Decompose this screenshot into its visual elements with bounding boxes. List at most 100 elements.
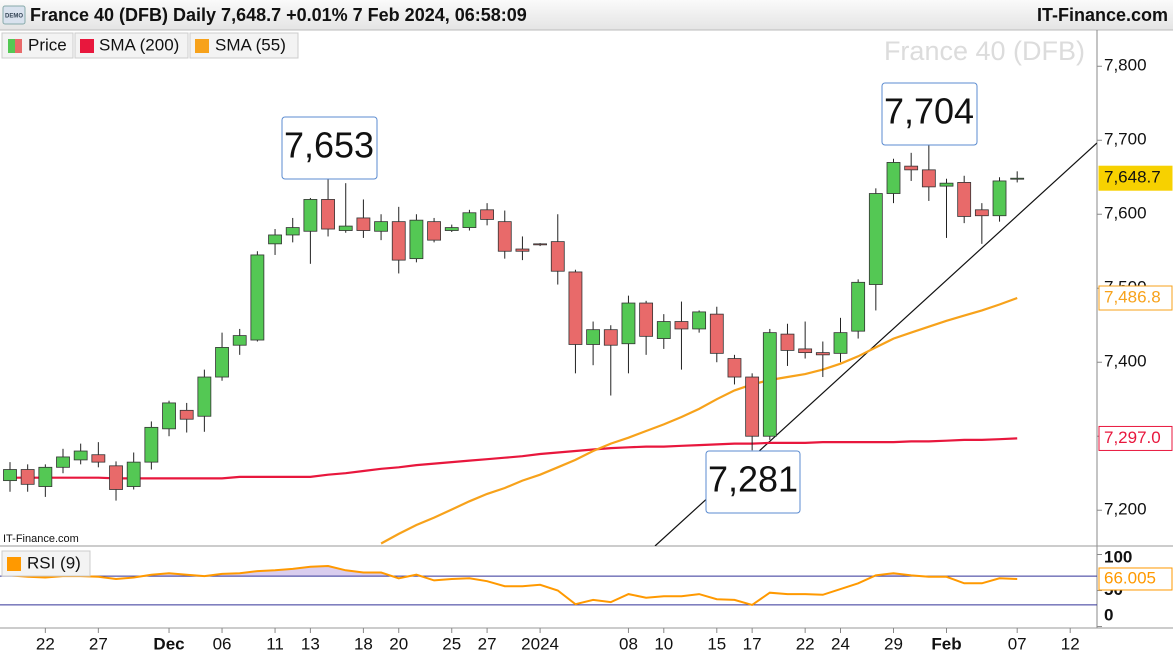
candle-body <box>692 311 707 330</box>
candle-body <box>3 469 17 482</box>
legend-label: SMA (55) <box>215 35 286 54</box>
candle-body <box>38 466 53 487</box>
candle-body <box>268 234 282 245</box>
x-tick-label: 22 <box>796 634 815 653</box>
candle-body <box>73 450 88 461</box>
candle-body <box>179 409 194 420</box>
candle-body <box>162 402 176 430</box>
candle-body <box>992 180 1007 217</box>
y-tick-label: 7,700 <box>1104 130 1147 149</box>
candle-body <box>427 221 441 241</box>
annotation: 7,281 <box>708 459 798 500</box>
rsi-tick-label: 100 <box>1104 547 1132 566</box>
last-value-label: 7,297.0 <box>1104 428 1161 447</box>
candle-body <box>939 182 954 187</box>
candle-body <box>285 227 300 236</box>
annotation-box <box>705 450 801 514</box>
y-tick-label: 7,400 <box>1104 352 1147 371</box>
candle-body <box>232 335 247 346</box>
x-tick-label: 20 <box>389 634 408 653</box>
x-tick-label: 06 <box>213 634 232 653</box>
y-tick-label: 7,800 <box>1104 56 1147 75</box>
candle-body <box>603 329 618 346</box>
candle-body <box>709 313 724 354</box>
last-value-label: 7,486.8 <box>1104 287 1161 306</box>
sma-line <box>380 296 1018 545</box>
x-tick-label: 24 <box>831 634 850 653</box>
last-value-box <box>1098 165 1173 191</box>
x-tick-label: 07 <box>1008 634 1027 653</box>
x-tick-label: 12 <box>1061 634 1080 653</box>
candle-body <box>109 465 123 490</box>
x-tick-label: 25 <box>442 634 461 653</box>
candle-body <box>515 248 530 252</box>
annotation-box <box>281 116 378 180</box>
candle-body <box>886 162 901 194</box>
rsi-line <box>9 564 1018 606</box>
rsi-last-box <box>1098 567 1173 591</box>
demo-badge <box>2 5 26 25</box>
candle-body <box>815 352 830 356</box>
x-tick-label: Dec <box>153 634 184 653</box>
candle-body <box>780 333 795 351</box>
x-tick-label: 08 <box>619 634 638 653</box>
candle-body <box>444 227 459 231</box>
candle-body <box>745 376 760 437</box>
x-tick-label: 22 <box>36 634 55 653</box>
watermark: France 40 (DFB) <box>884 36 1085 66</box>
candle-body <box>904 165 919 171</box>
candle-body <box>533 243 547 246</box>
candle-body <box>126 461 141 487</box>
legend-label: SMA (200) <box>99 35 179 54</box>
x-tick-label: Feb <box>931 634 961 653</box>
legend-label: Price <box>28 35 67 54</box>
legend-label: RSI (9) <box>27 553 81 572</box>
axis-labels: 7,2007,3007,4007,5007,6007,7007,8002227D… <box>36 56 1173 653</box>
candle-body <box>639 302 654 337</box>
x-tick-label: 10 <box>654 634 673 653</box>
rsi-panel <box>0 564 1097 606</box>
main-panel <box>3 137 1025 545</box>
legend-swatch <box>8 39 15 53</box>
legend-item <box>1 32 74 59</box>
annotation-box <box>881 82 978 146</box>
rsi-last-label: 66.005 <box>1104 568 1156 587</box>
x-tick-label: 18 <box>354 634 373 653</box>
candle-body <box>356 217 371 231</box>
candle-body <box>727 358 742 378</box>
candle-body <box>91 454 106 463</box>
candle-body <box>1010 177 1025 180</box>
candle-body <box>480 209 494 220</box>
candle-body <box>586 329 601 345</box>
y-tick-label: 7,200 <box>1104 500 1147 519</box>
candle-body <box>550 241 565 272</box>
candle-body <box>656 321 671 339</box>
candle-body <box>974 209 989 217</box>
candle-body <box>497 221 512 252</box>
legend-swatch <box>195 39 209 53</box>
candle-body <box>303 199 318 232</box>
candle-body <box>674 321 689 330</box>
candle-body <box>338 225 353 231</box>
legend-swatch <box>7 557 21 571</box>
candle-body <box>215 347 229 378</box>
last-value-label: 7,648.7 <box>1104 168 1161 187</box>
rsi-overbought-fill <box>10 566 1018 577</box>
candle-body <box>568 271 583 345</box>
annotation: 7,704 <box>884 91 974 132</box>
candle-body <box>868 193 883 285</box>
candle-body <box>957 182 972 217</box>
plot-area <box>0 137 1097 606</box>
x-tick-label: 15 <box>707 634 726 653</box>
rsi-tick-label: 0 <box>1104 605 1113 624</box>
candle-body <box>462 212 477 228</box>
x-tick-label: 27 <box>89 634 108 653</box>
candle-body <box>250 254 265 341</box>
candle-body <box>197 376 212 417</box>
header-bar <box>0 0 1173 30</box>
chart-title: France 40 (DFB) Daily 7,648.7 +0.01% 7 F… <box>30 5 527 25</box>
last-value-box <box>1098 425 1173 451</box>
brand: IT-Finance.com <box>1037 5 1168 25</box>
x-tick-label: 17 <box>743 634 762 653</box>
candle-body <box>798 348 813 354</box>
